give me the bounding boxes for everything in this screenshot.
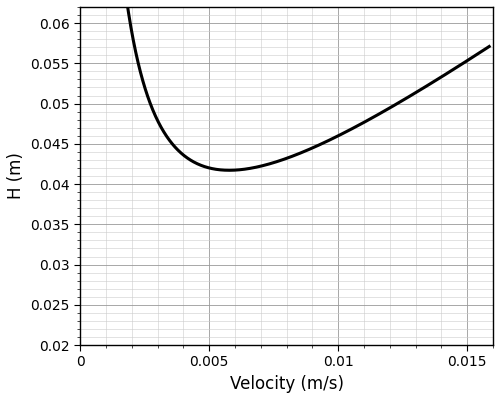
Y-axis label: H (m): H (m) (7, 152, 25, 200)
X-axis label: Velocity (m/s): Velocity (m/s) (230, 375, 344, 393)
